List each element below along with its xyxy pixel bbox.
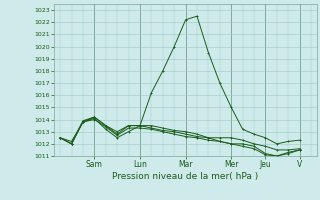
X-axis label: Pression niveau de la mer( hPa ): Pression niveau de la mer( hPa ) <box>112 172 259 181</box>
